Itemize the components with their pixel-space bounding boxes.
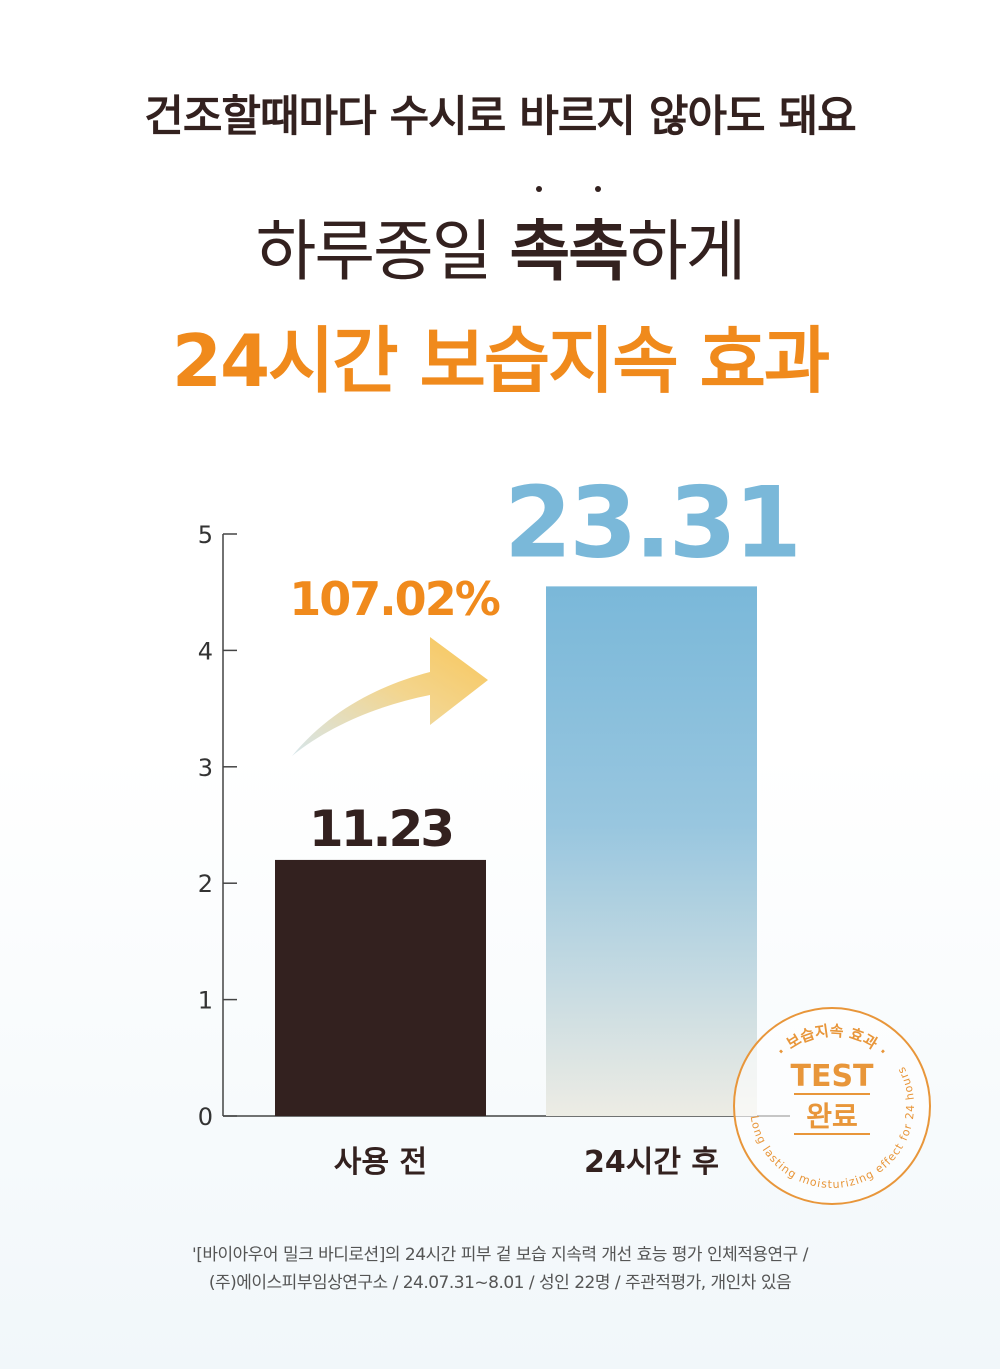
headline-emph-char-1: 촉	[509, 186, 570, 294]
footnote-line-2: (주)에이스피부임상연구소 / 24.07.31~8.01 / 성인 22명 /…	[208, 1273, 792, 1293]
x-category-label: 24시간 후	[584, 1145, 719, 1180]
y-tick-label: 1	[198, 987, 213, 1015]
headline-suffix: 하게	[626, 213, 746, 290]
y-tick-label: 5	[198, 521, 213, 549]
increase-arrow-icon	[292, 637, 488, 756]
badge-circle	[733, 1007, 931, 1205]
y-tick-label: 3	[198, 754, 213, 782]
test-complete-badge: · 보습지속 효과 · Long lasting moisturizing ef…	[733, 1007, 931, 1205]
headline-prefix: 하루종일	[255, 213, 510, 290]
x-category-label: 사용 전	[334, 1145, 427, 1180]
headline: 하루종일 촉촉하게	[0, 186, 1000, 294]
subtitle: 건조할때마다 수시로 바르지 않아도 돼요	[144, 92, 856, 142]
badge-test-text: TEST	[790, 1059, 874, 1094]
headline-emph-char-2: 촉	[568, 186, 629, 294]
headline-orange: 24시간 보습지속 효과	[171, 319, 830, 403]
footnote-line-1: '[바이아우어 밀크 바디로션]의 24시간 피부 겉 보습 지속력 개선 효능…	[192, 1245, 808, 1265]
bar-value-label: 11.23	[309, 800, 452, 858]
increase-label: 107.02%	[289, 572, 500, 626]
bar-2	[546, 586, 757, 1116]
y-tick-label: 0	[198, 1103, 213, 1131]
bar-value-label: 23.31	[504, 466, 799, 580]
y-tick-label: 2	[198, 870, 213, 898]
headline-emphasis: 촉촉	[509, 186, 629, 290]
badge-complete-text: 완료	[806, 1100, 858, 1133]
bar-1	[275, 859, 486, 1116]
bars: 11.23 사용 전 23.31 24시간 후	[275, 466, 802, 1180]
y-tick-label: 4	[198, 637, 213, 665]
bar-chart: 0 1 2 3 4 5 11.23 사용 전 23.31 24시간 후 107.02%	[198, 466, 802, 1180]
